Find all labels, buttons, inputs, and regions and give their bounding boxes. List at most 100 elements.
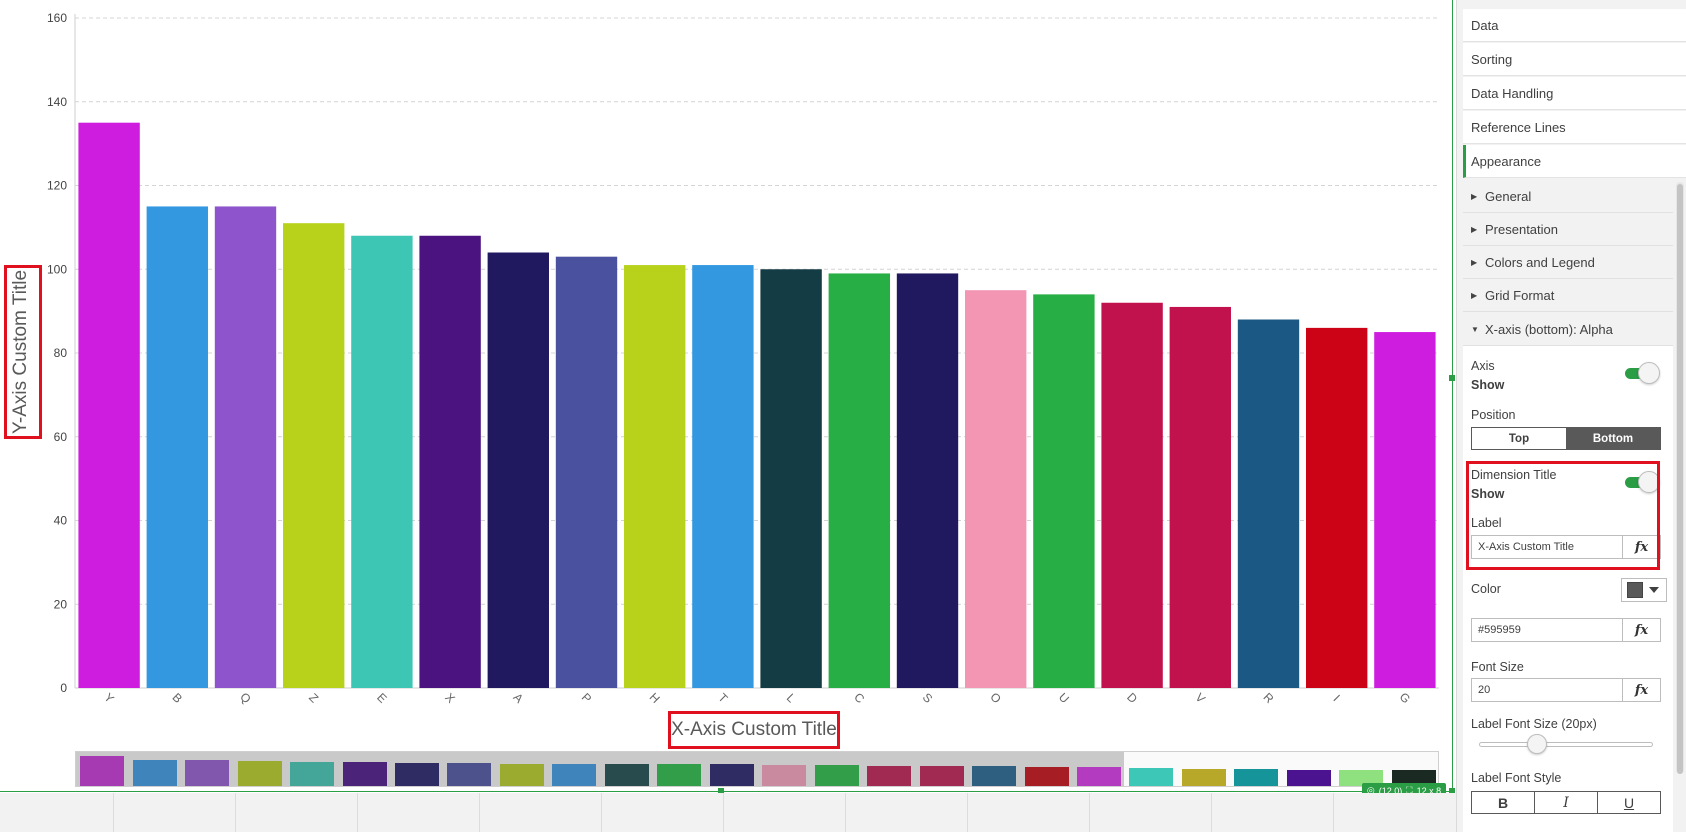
- bar-chart[interactable]: 0 20 40 60 80 100 120 140 160 Y B Q Z E X A P H T L C S O U D V R I…: [0, 0, 1451, 790]
- bar-s[interactable]: [896, 273, 959, 688]
- bar-t[interactable]: [692, 265, 754, 688]
- mini-bar: [604, 763, 649, 786]
- y-tick-label: 120: [47, 179, 67, 193]
- property-panel: Data Sorting Data Handling Reference Lin…: [1456, 0, 1686, 832]
- color-picker[interactable]: [1621, 578, 1667, 602]
- bar-l[interactable]: [760, 269, 822, 688]
- subsection-grid-format[interactable]: ▶ Grid Format: [1463, 279, 1673, 312]
- position-toggle[interactable]: Top Bottom: [1471, 427, 1661, 450]
- y-tick-label: 160: [47, 11, 67, 25]
- sheet-grid: [0, 793, 1456, 832]
- x-tick-label: Q: [237, 690, 254, 707]
- subsection-label: General: [1485, 188, 1532, 204]
- mini-bar: [1339, 770, 1384, 786]
- subsection-colors-and-legend[interactable]: ▶ Colors and Legend: [1463, 246, 1673, 279]
- position-icon: ◎: [1366, 785, 1375, 795]
- label-font-size-slider-track[interactable]: [1479, 742, 1653, 747]
- position-bottom-button[interactable]: Bottom: [1566, 428, 1660, 449]
- bar-d[interactable]: [1101, 302, 1163, 688]
- axis-label: Axis: [1471, 359, 1495, 373]
- section-sorting[interactable]: Sorting: [1463, 43, 1686, 76]
- mini-bar: [552, 763, 597, 786]
- x-axis-properties: Axis Show Position Top Bottom Dimension …: [1463, 346, 1673, 832]
- position-top-button[interactable]: Top: [1508, 432, 1530, 445]
- color-hex-input[interactable]: #595959: [1478, 624, 1521, 636]
- bar-e[interactable]: [351, 235, 413, 688]
- size-icon: ⛶: [1406, 785, 1413, 795]
- dimension-title-highlight: [1466, 461, 1660, 570]
- label-input-row: X-Axis Custom Title fx: [1471, 535, 1661, 559]
- font-size-input[interactable]: 20: [1478, 684, 1491, 696]
- bar-a[interactable]: [487, 252, 549, 689]
- x-tick-label: E: [374, 690, 390, 706]
- bar-p[interactable]: [555, 256, 618, 688]
- x-tick-label: B: [170, 690, 186, 706]
- label-label: Label: [1471, 516, 1502, 530]
- dimension-title-value: Show: [1471, 487, 1505, 501]
- resize-handle-corner[interactable]: [1449, 788, 1455, 794]
- underline-button[interactable]: U: [1623, 794, 1635, 811]
- x-tick-label: D: [1124, 690, 1140, 706]
- bar-c[interactable]: [828, 273, 890, 688]
- subsection-presentation[interactable]: ▶ Presentation: [1463, 213, 1673, 246]
- bar-r[interactable]: [1237, 319, 1300, 689]
- grid-position: (12,0): [1378, 785, 1403, 796]
- x-tick-label: O: [987, 690, 1004, 707]
- italic-button[interactable]: I: [1535, 792, 1598, 813]
- bar-b[interactable]: [146, 206, 208, 688]
- bar-o[interactable]: [965, 290, 1027, 688]
- mini-bar: [290, 762, 335, 786]
- x-axis-title-highlight: X-Axis Custom Title: [668, 711, 840, 749]
- panel-scrollbar-thumb[interactable]: [1677, 184, 1683, 774]
- label-input[interactable]: X-Axis Custom Title: [1478, 541, 1574, 553]
- resize-handle-right[interactable]: [1449, 375, 1455, 381]
- y-axis-title: Y-Axis Custom Title: [10, 269, 31, 435]
- label-font-size-slider-handle[interactable]: [1527, 734, 1547, 754]
- x-tick-label: U: [1056, 690, 1072, 706]
- mini-chart-scroll-thumb[interactable]: [76, 752, 1124, 786]
- mini-bar: [814, 765, 859, 786]
- caret-right-icon: ▶: [1471, 257, 1478, 267]
- bar-h[interactable]: [624, 265, 686, 688]
- x-tick-label: H: [647, 690, 663, 706]
- y-tick-label: 40: [54, 514, 68, 528]
- y-tick-label: 60: [54, 430, 68, 444]
- axis-show-toggle[interactable]: [1625, 362, 1661, 384]
- bar-v[interactable]: [1169, 306, 1231, 688]
- bar-q[interactable]: [214, 206, 277, 688]
- subsection-x-axis[interactable]: ▼ X-axis (bottom): Alpha: [1463, 313, 1673, 346]
- mini-chart-scrollbar[interactable]: [75, 751, 1439, 787]
- bar-y[interactable]: [78, 122, 140, 688]
- bar-g[interactable]: [1374, 332, 1436, 688]
- font-size-label: Font Size: [1471, 660, 1524, 674]
- bar-x[interactable]: [419, 235, 481, 688]
- bold-button[interactable]: B: [1472, 792, 1535, 813]
- x-tick-label: X: [442, 690, 458, 706]
- caret-right-icon: ▶: [1471, 290, 1478, 300]
- mini-bar: [657, 764, 702, 786]
- chart-canvas: 0 20 40 60 80 100 120 140 160 Y B Q Z E X A P H T L C S O U D V R I…: [47, 11, 1439, 707]
- y-tick-label: 20: [54, 597, 68, 611]
- color-swatch: [1627, 582, 1643, 598]
- caret-down-icon: ▼: [1471, 324, 1479, 334]
- label-expression-button[interactable]: fx: [1622, 536, 1660, 558]
- mini-bar: [1286, 769, 1331, 786]
- resize-handle-bottom[interactable]: [718, 788, 724, 794]
- x-axis-title: X-Axis Custom Title: [671, 719, 837, 740]
- font-size-expression-button[interactable]: fx: [1622, 679, 1660, 701]
- bar-u[interactable]: [1033, 294, 1095, 688]
- section-data[interactable]: Data: [1463, 9, 1686, 42]
- bar-z[interactable]: [283, 223, 345, 688]
- x-tick-label: V: [1193, 690, 1209, 706]
- section-reference-lines[interactable]: Reference Lines: [1463, 111, 1686, 144]
- caret-right-icon: ▶: [1471, 191, 1478, 201]
- x-tick-label: S: [920, 690, 936, 706]
- section-appearance[interactable]: Appearance: [1463, 145, 1686, 178]
- mini-bar: [132, 760, 177, 786]
- subsection-general[interactable]: ▶ General: [1463, 180, 1673, 213]
- mini-bar: [185, 760, 230, 786]
- y-tick-label: 80: [54, 346, 68, 360]
- color-expression-button[interactable]: fx: [1622, 619, 1660, 641]
- section-data-handling[interactable]: Data Handling: [1463, 77, 1686, 110]
- bar-i[interactable]: [1306, 327, 1368, 688]
